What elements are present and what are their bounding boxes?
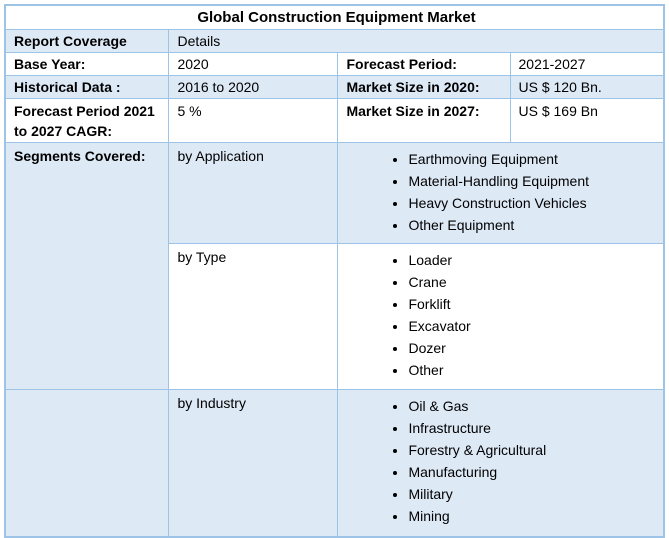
segment-group-application: by Application <box>168 142 339 244</box>
bullet-item: Infrastructure <box>408 417 659 439</box>
bullet-item: Other <box>408 359 659 381</box>
segment-type-list-cell: LoaderCraneForkliftExcavatorDozerOther <box>337 243 665 390</box>
base-year-label: Base Year: <box>4 52 170 76</box>
forecast-period-label: Forecast Period: <box>337 52 511 76</box>
bullet-item: Mining <box>408 505 659 527</box>
segments-covered-spacer <box>4 389 170 538</box>
base-year-row: Base Year: 2020 Forecast Period: 2021-20… <box>4 52 665 76</box>
segments-type-row: by Type LoaderCraneForkliftExcavatorDoze… <box>5 243 665 390</box>
page-title: Global Construction Equipment Market <box>4 4 665 30</box>
segment-group-type: by Type <box>168 243 339 390</box>
bullet-item: Material-Handling Equipment <box>408 170 659 192</box>
bullet-item: Manufacturing <box>408 461 659 483</box>
segment-industry-list-cell: Oil & GasInfrastructureForestry & Agricu… <box>337 389 665 538</box>
segments-application-row: Segments Covered: by Application Earthmo… <box>4 142 665 390</box>
market-report-table: Global Construction Equipment Market Rep… <box>4 4 665 538</box>
historical-data-row: Historical Data : 2016 to 2020 Market Si… <box>4 75 665 99</box>
cagr-label: Forecast Period 2021 to 2027 CAGR: <box>4 98 170 143</box>
industry-bullet-list: Oil & GasInfrastructureForestry & Agricu… <box>346 395 659 527</box>
bullet-item: Heavy Construction Vehicles <box>408 192 659 214</box>
bullet-item: Dozer <box>408 337 659 359</box>
segments-industry-row: by Industry Oil & GasInfrastructureFores… <box>4 389 665 538</box>
bullet-item: Other Equipment <box>408 214 659 236</box>
bullet-item: Loader <box>408 249 659 271</box>
forecast-period-value: 2021-2027 <box>509 52 665 76</box>
segments-covered-label: Segments Covered: <box>4 142 170 390</box>
bullet-item: Earthmoving Equipment <box>408 148 659 170</box>
market-size-2027-value: US $ 169 Bn <box>509 98 665 143</box>
historical-data-label: Historical Data : <box>4 75 170 99</box>
bullet-item: Crane <box>408 271 659 293</box>
bullet-item: Forklift <box>408 293 659 315</box>
report-coverage-label: Report Coverage <box>4 29 170 53</box>
bullet-item: Forestry & Agricultural <box>408 439 659 461</box>
segment-application-list-cell: Earthmoving EquipmentMaterial-Handling E… <box>337 142 665 244</box>
market-size-2020-value: US $ 120 Bn. <box>509 75 665 99</box>
segment-group-industry: by Industry <box>168 389 339 538</box>
cagr-value: 5 % <box>168 98 339 143</box>
report-coverage-row: Report Coverage Details <box>4 29 665 53</box>
bullet-item: Military <box>408 483 659 505</box>
market-size-2027-label: Market Size in 2027: <box>337 98 511 143</box>
title-row: Global Construction Equipment Market <box>4 4 665 30</box>
bullet-item: Excavator <box>408 315 659 337</box>
type-bullet-list: LoaderCraneForkliftExcavatorDozerOther <box>346 249 659 381</box>
application-bullet-list: Earthmoving EquipmentMaterial-Handling E… <box>346 148 659 236</box>
cagr-row: Forecast Period 2021 to 2027 CAGR: 5 % M… <box>4 98 665 143</box>
base-year-value: 2020 <box>168 52 339 76</box>
market-size-2020-label: Market Size in 2020: <box>337 75 511 99</box>
bullet-item: Oil & Gas <box>408 395 659 417</box>
report-coverage-value: Details <box>168 29 665 53</box>
historical-data-value: 2016 to 2020 <box>168 75 339 99</box>
